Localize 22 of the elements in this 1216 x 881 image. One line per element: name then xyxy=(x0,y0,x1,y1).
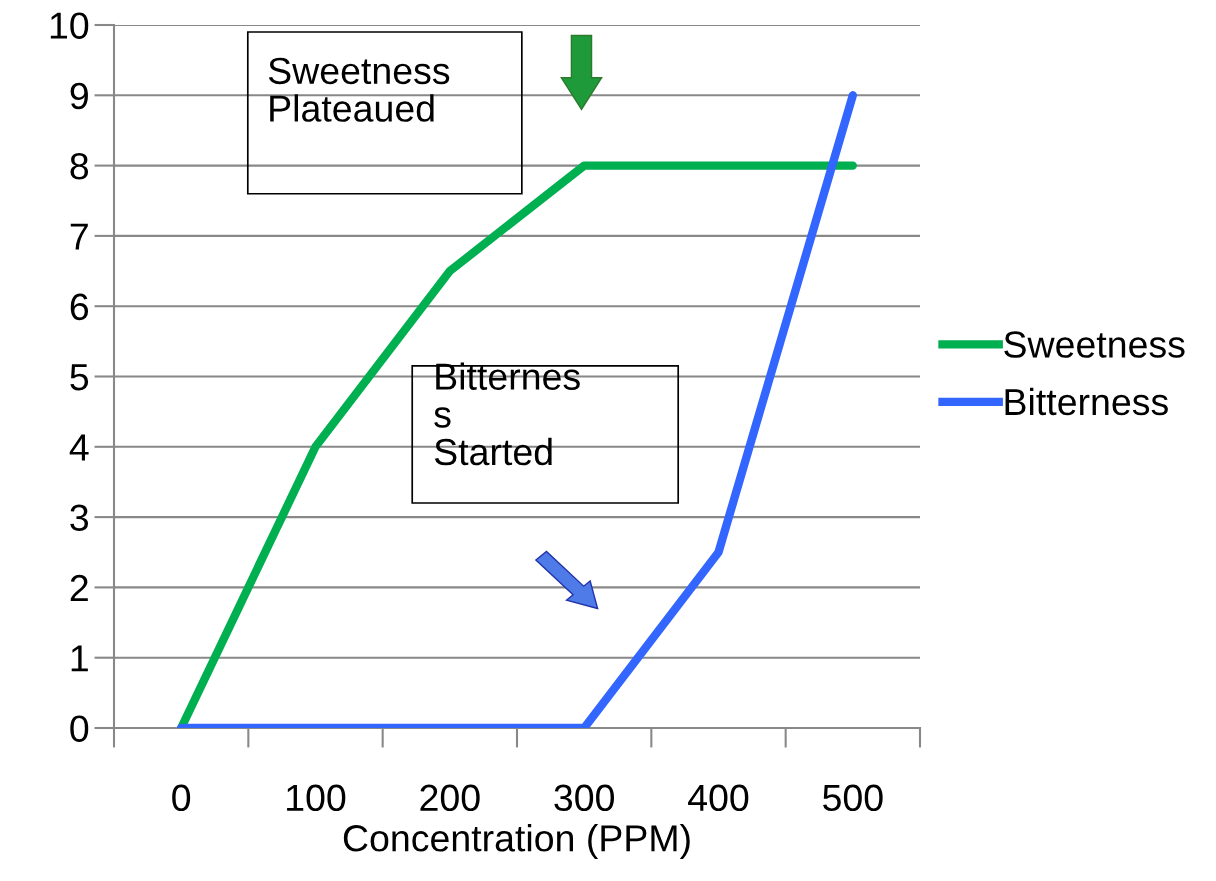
y-tick-label: 4 xyxy=(69,434,89,461)
y-tick-label: 7 xyxy=(70,223,88,250)
x-tick-label: 0 xyxy=(172,784,191,812)
y-tick-label: 8 xyxy=(70,153,89,180)
x-tick-label: 200 xyxy=(420,784,480,812)
annotation: Sweetness Plateaued xyxy=(268,57,450,122)
x-tick-label: 100 xyxy=(287,784,346,812)
y-tick-label: 10 xyxy=(50,12,89,39)
x-tick-label: 300 xyxy=(554,784,614,812)
y-tick-label: 6 xyxy=(70,293,89,321)
x-tick-label: 500 xyxy=(823,784,883,812)
y-tick-label: 3 xyxy=(70,504,89,532)
x-tick-label: 400 xyxy=(688,784,749,812)
annotation: Bitternes s Started xyxy=(434,362,580,466)
y-tick-label: 1 xyxy=(71,645,88,672)
y-tick-label: 5 xyxy=(70,364,89,391)
y-tick-label: 2 xyxy=(70,574,88,601)
legend-label: Bitterness xyxy=(1005,387,1168,416)
x-axis-title: Concentration (PPM) xyxy=(343,824,690,860)
y-tick-label: 9 xyxy=(70,82,88,110)
legend-label: Sweetness xyxy=(1004,331,1185,358)
y-tick-label: 0 xyxy=(70,715,89,742)
